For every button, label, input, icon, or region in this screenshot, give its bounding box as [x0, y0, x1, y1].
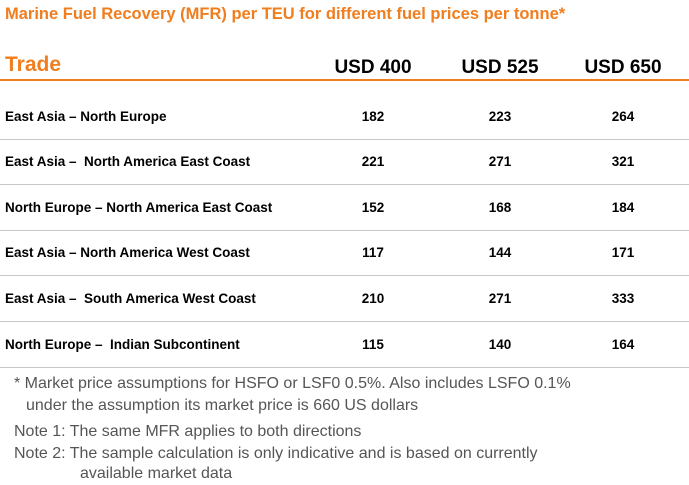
- value-cell: 271: [488, 154, 512, 169]
- value-cell: 223: [488, 109, 512, 124]
- row-separator: [0, 321, 689, 322]
- value-cell: 210: [361, 291, 385, 306]
- header-trade: Trade: [5, 53, 62, 76]
- title: Marine Fuel Recovery (MFR) per TEU for d…: [5, 5, 566, 23]
- trade-cell: North Europe – Indian Subcontinent: [5, 337, 240, 352]
- note-line: Note 2: The sample calculation is only i…: [14, 445, 538, 462]
- row-separator: [0, 139, 689, 140]
- value-cell: 184: [611, 200, 635, 215]
- row-separator: [0, 367, 689, 368]
- note-line: available market data: [80, 465, 233, 482]
- trade-cell: East Asia – South America West Coast: [5, 291, 256, 306]
- value-cell: 321: [611, 154, 635, 169]
- row-separator: [0, 230, 689, 231]
- value-cell: 144: [488, 245, 512, 260]
- trade-cell: East Asia – North Europe: [5, 109, 167, 124]
- value-cell: 117: [362, 245, 384, 260]
- value-cell: 264: [611, 109, 635, 124]
- header-rule: [0, 79, 689, 81]
- value-cell: 164: [611, 337, 635, 352]
- value-cell: 171: [611, 245, 635, 260]
- note-line: * Market price assumptions for HSFO or L…: [14, 375, 571, 392]
- column-header: USD 525: [461, 57, 539, 78]
- column-header: USD 400: [334, 57, 412, 78]
- value-cell: 333: [611, 291, 635, 306]
- value-cell: 140: [488, 337, 512, 352]
- value-cell: 152: [361, 200, 385, 215]
- trade-cell: East Asia – North America West Coast: [5, 245, 250, 260]
- value-cell: 182: [361, 109, 385, 124]
- row-separator: [0, 184, 689, 185]
- row-separator: [0, 275, 689, 276]
- value-cell: 271: [488, 291, 512, 306]
- note-line: Note 1: The same MFR applies to both dir…: [14, 423, 362, 440]
- column-header: USD 650: [584, 57, 662, 78]
- value-cell: 115: [362, 337, 384, 352]
- value-cell: 221: [361, 154, 385, 169]
- trade-cell: East Asia – North America East Coast: [5, 154, 251, 169]
- note-line: under the assumption its market price is…: [26, 397, 419, 414]
- value-cell: 168: [488, 200, 512, 215]
- trade-cell: North Europe – North America East Coast: [5, 200, 273, 215]
